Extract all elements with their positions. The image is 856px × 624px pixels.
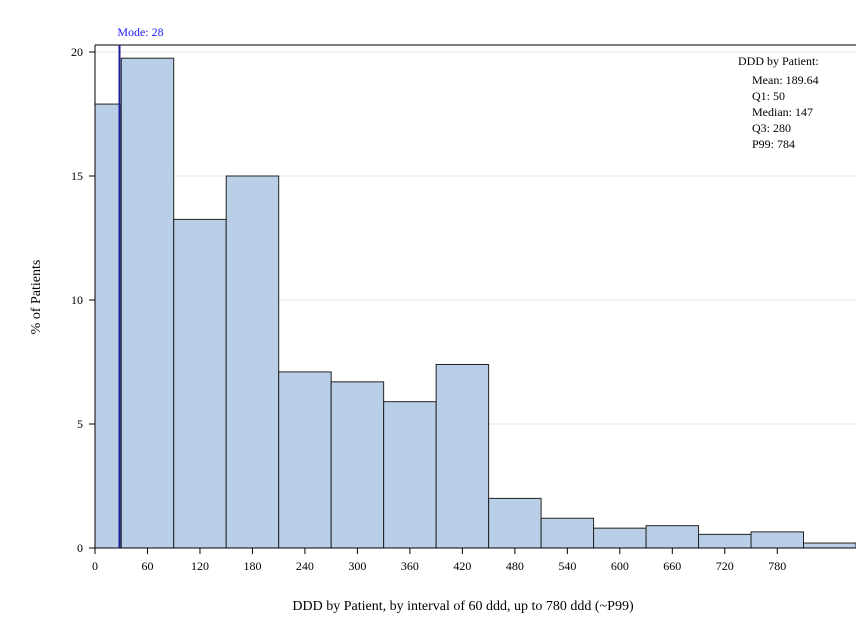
stats-line: Q1: 50	[752, 89, 785, 103]
histogram-bar	[278, 371, 332, 549]
y-ticks: 0 5 10 15 20	[71, 45, 95, 555]
x-tick-label: 0	[92, 559, 98, 573]
x-tick-label: 540	[558, 559, 576, 573]
x-tick-label: 780	[768, 559, 786, 573]
x-tick-label: 180	[243, 559, 261, 573]
stats-line: Mean: 189.64	[752, 73, 819, 87]
y-tick-label: 20	[71, 45, 83, 59]
histogram-bar	[540, 517, 595, 549]
histogram-bar	[750, 531, 805, 549]
histogram-bar	[593, 527, 647, 549]
histogram-bar	[225, 175, 280, 549]
histogram-bar	[435, 363, 490, 549]
x-tick-label: 600	[611, 559, 629, 573]
histogram-bar	[173, 218, 227, 549]
histogram-bar	[698, 533, 752, 549]
histogram-bar	[803, 542, 856, 549]
y-tick-label: 5	[77, 417, 83, 431]
x-ticks: 0 60 120 180 240 300 360 420 480 540 600 660 720 780	[92, 548, 786, 573]
y-axis-title: % of Patients	[29, 260, 44, 335]
x-tick-label: 300	[348, 559, 366, 573]
x-tick-label: 360	[401, 559, 419, 573]
histogram-bar	[488, 497, 542, 549]
stats-line: Q3: 280	[752, 121, 791, 135]
y-tick-label: 0	[77, 541, 83, 555]
x-tick-label: 420	[453, 559, 471, 573]
mode-label: Mode: 28	[117, 25, 163, 39]
x-tick-label: 720	[716, 559, 734, 573]
y-tick-label: 10	[71, 293, 83, 307]
bars	[94, 57, 856, 549]
histogram-bar	[94, 103, 122, 549]
x-tick-label: 480	[506, 559, 524, 573]
y-tick-label: 15	[71, 169, 83, 183]
x-tick-label: 120	[191, 559, 209, 573]
histogram-bar	[383, 401, 437, 549]
axes	[94, 44, 856, 549]
histogram-bar	[120, 57, 175, 549]
stats-box: DDD by Patient: Mean: 189.64 Q1: 50 Median:…	[738, 54, 819, 151]
x-tick-label: 660	[663, 559, 681, 573]
x-tick-label: 60	[141, 559, 153, 573]
mode-marker: Mode: 28	[117, 25, 164, 548]
stats-title: DDD by Patient:	[738, 54, 819, 68]
x-tick-label: 240	[296, 559, 314, 573]
stats-line: P99: 784	[752, 137, 795, 151]
histogram-bar	[330, 381, 385, 549]
stats-line: Median: 147	[752, 105, 813, 119]
histogram-bar	[645, 525, 700, 549]
x-axis-title: DDD by Patient, by interval of 60 ddd, u…	[292, 599, 634, 614]
